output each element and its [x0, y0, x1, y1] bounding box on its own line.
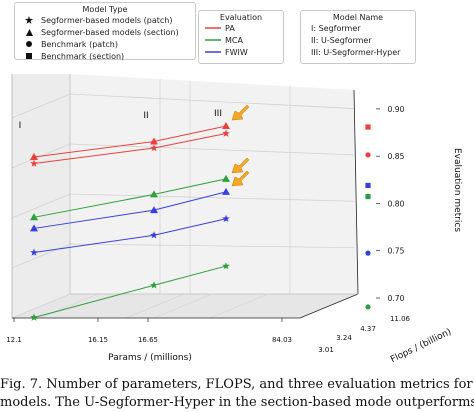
chart-3d-figure: 12.1 16.15 16.65 84.03 Params / (millions) 3.…	[6, 74, 462, 365]
z-tick-label: 0.75	[388, 247, 405, 256]
back-pane	[70, 74, 358, 294]
highlight-arrow	[231, 170, 250, 187]
z-grid-line	[69, 243, 355, 249]
circle-marker-icon	[21, 41, 37, 47]
star-marker	[150, 231, 158, 239]
axis-edge	[353, 89, 359, 295]
triangle-marker	[222, 174, 230, 182]
x-tick-label: 12.1	[6, 336, 22, 344]
model-label: I	[19, 121, 22, 131]
legend-item-label: PA	[225, 23, 235, 33]
circle-marker	[365, 304, 371, 310]
triangle-marker	[222, 122, 230, 130]
star-marker	[222, 262, 230, 270]
legend-evaluation-title: Evaluation	[219, 13, 263, 22]
z-grid-line	[11, 293, 71, 319]
legend-item-label: III: U-Segformer-Hyper	[311, 47, 401, 57]
square-marker	[365, 124, 371, 130]
triangle-marker-icon	[21, 28, 37, 36]
y-tick-label: 3.01	[318, 346, 334, 354]
legend-model-name-title: Model Name	[332, 13, 384, 22]
z-grid-line	[11, 93, 71, 119]
square-marker	[365, 182, 371, 189]
legend-model-name: Model Name I: Segformer II: U-Segformer …	[300, 10, 416, 64]
legend-item: Benchmark (section)	[15, 50, 195, 62]
legend-item: MCA	[199, 34, 283, 46]
caption-line: Fig. 7. Number of parameters, FLOPS, and…	[0, 377, 474, 392]
circle-marker	[365, 250, 371, 256]
y-tick-label: 4.37	[360, 325, 376, 333]
line-swatch-icon	[205, 38, 221, 42]
floor-pane	[12, 294, 358, 318]
star-marker-icon	[21, 16, 37, 24]
legend-model-type: Model Type Segformer-based models (patch…	[14, 2, 196, 62]
y-axis-label: Flops / (billion)	[389, 327, 453, 365]
legend-item-label: I: Segformer	[311, 23, 361, 33]
legend-item-label: FWIW	[225, 47, 248, 57]
z-grid-line	[11, 243, 71, 269]
triangle-marker	[150, 190, 158, 198]
x-axis-label: Params / (millions)	[108, 353, 192, 363]
z-grid-line	[69, 193, 355, 202]
star-marker	[222, 129, 230, 137]
model-label: III	[214, 109, 222, 119]
circle-marker	[365, 152, 371, 158]
triangle-marker	[150, 137, 158, 145]
caption-line: models. The U-Segformer-Hyper in the sec…	[0, 395, 474, 410]
z-grid-line	[11, 193, 71, 219]
x-tick-label: 16.15	[88, 336, 108, 344]
legend-item-label: Benchmark (section)	[41, 51, 125, 61]
star-marker	[30, 313, 38, 321]
z-tick-label: 0.80	[388, 199, 405, 208]
star-marker	[150, 144, 158, 152]
line-swatch-icon	[205, 26, 221, 30]
x-tick-label: 84.03	[272, 336, 292, 344]
model-label: II	[143, 111, 148, 121]
z-axis-label: Evaluation metrics	[452, 148, 462, 232]
legend-item-label: Segformer-based models (section)	[41, 27, 179, 37]
z-grid-line	[69, 93, 355, 109]
triangle-marker	[30, 213, 38, 221]
legend-item: II: U-Segformer	[301, 34, 415, 46]
star-marker	[30, 159, 38, 167]
y-tick-label: 3.24	[336, 334, 352, 342]
triangle-marker	[222, 187, 230, 195]
legend-evaluation: Evaluation PA MCA FWIW	[198, 10, 284, 64]
z-tick-label: 0.90	[388, 105, 405, 114]
star-marker	[30, 248, 38, 256]
triangle-marker	[30, 224, 38, 232]
legend-item: PA	[199, 22, 283, 34]
legend-item-label: Segformer-based models (patch)	[41, 15, 173, 25]
triangle-marker	[150, 206, 158, 214]
legend-item-label: MCA	[225, 35, 243, 45]
star-marker	[150, 281, 158, 289]
triangle-marker	[30, 153, 38, 161]
legend-item: Segformer-based models (section)	[15, 26, 195, 38]
floor-grid-line	[153, 293, 213, 319]
legend-item-label: Benchmark (patch)	[41, 39, 118, 49]
square-marker	[365, 193, 371, 200]
line-swatch-icon	[205, 50, 221, 54]
highlight-arrow	[231, 157, 250, 174]
floor-grid-line	[39, 293, 99, 319]
legend-model-type-title: Model Type	[82, 5, 128, 14]
legend-item: III: U-Segformer-Hyper	[301, 46, 415, 58]
z-tick-label: 0.70	[388, 294, 405, 303]
z-tick-label: 0.85	[388, 152, 405, 161]
legend-item-label: II: U-Segformer	[311, 35, 372, 45]
legend-item: Segformer-based models (patch)	[15, 14, 195, 26]
legend-item: Benchmark (patch)	[15, 38, 195, 50]
legend-item: FWIW	[199, 46, 283, 58]
square-marker-icon	[21, 53, 37, 59]
floor-grid-line	[209, 293, 269, 319]
left-pane	[12, 74, 70, 318]
floor-grid-line	[125, 293, 185, 319]
figure-caption: Fig. 7. Number of parameters, FLOPS, and…	[0, 376, 474, 412]
x-tick-label: 16.65	[138, 336, 158, 344]
y-tick-label: 11.06	[390, 315, 411, 323]
star-marker	[222, 214, 230, 222]
legend-item: I: Segformer	[301, 22, 415, 34]
axis-edge	[12, 293, 359, 319]
highlight-arrow	[231, 104, 250, 121]
